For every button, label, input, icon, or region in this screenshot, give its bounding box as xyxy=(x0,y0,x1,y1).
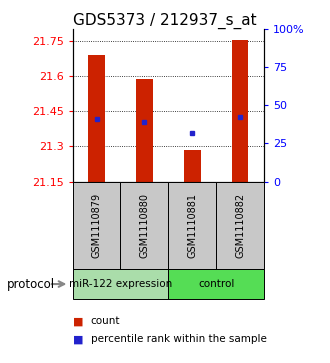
Bar xyxy=(232,40,248,182)
Text: GSM1110880: GSM1110880 xyxy=(139,192,149,258)
Bar xyxy=(136,79,153,182)
Text: GSM1110882: GSM1110882 xyxy=(235,192,245,258)
Text: protocol: protocol xyxy=(7,278,55,290)
Text: control: control xyxy=(198,279,234,289)
Text: count: count xyxy=(91,316,120,326)
Text: GDS5373 / 212937_s_at: GDS5373 / 212937_s_at xyxy=(73,13,257,29)
Bar xyxy=(184,150,201,182)
Text: GSM1110881: GSM1110881 xyxy=(187,192,197,258)
Text: ■: ■ xyxy=(73,316,83,326)
Text: percentile rank within the sample: percentile rank within the sample xyxy=(91,334,267,344)
Text: miR-122 expression: miR-122 expression xyxy=(69,279,172,289)
Text: ■: ■ xyxy=(73,334,83,344)
Text: GSM1110879: GSM1110879 xyxy=(91,192,102,258)
Bar xyxy=(88,55,105,182)
